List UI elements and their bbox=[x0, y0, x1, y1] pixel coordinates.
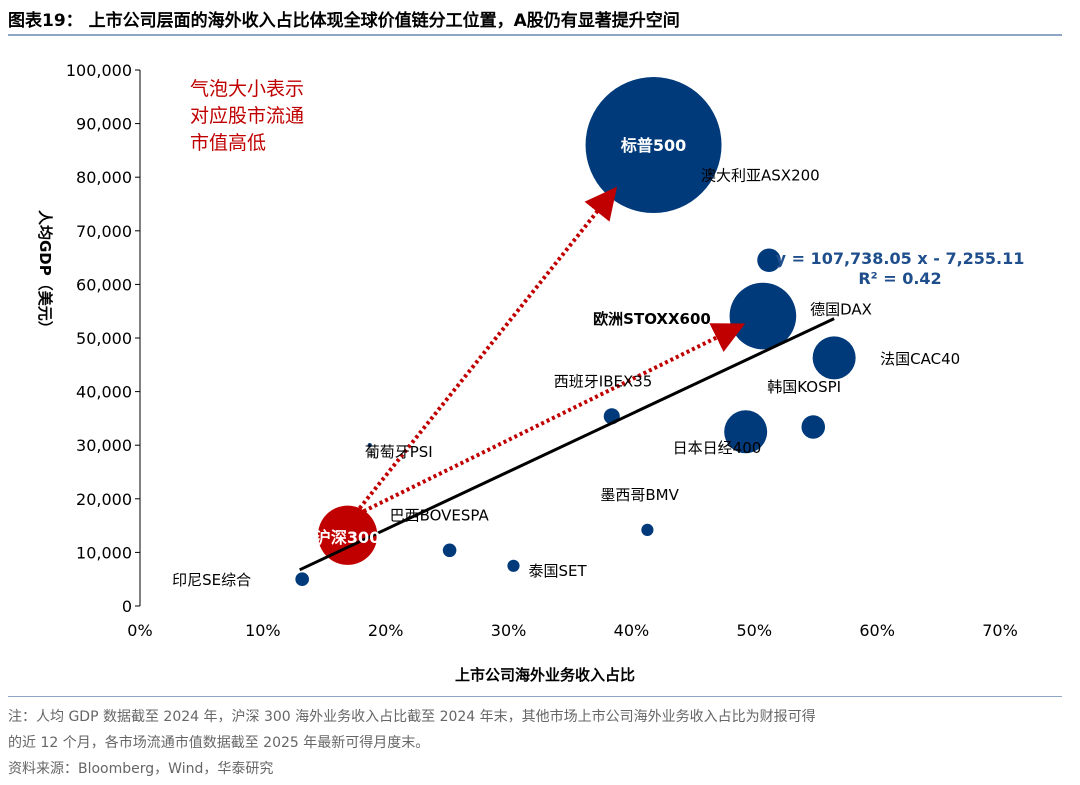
bubble-label: 欧洲STOXX600 bbox=[593, 310, 711, 328]
y-tick-label: 80,000 bbox=[76, 168, 132, 187]
x-tick-label: 60% bbox=[859, 621, 895, 640]
y-tick-label: 10,000 bbox=[76, 543, 132, 562]
title-rule bbox=[8, 34, 1062, 36]
source-note: 资料来源：Bloomberg，Wind，华泰研究 bbox=[8, 761, 274, 777]
y-tick-label: 0 bbox=[122, 597, 132, 616]
bubble-label: 泰国SET bbox=[528, 562, 587, 580]
footnote-2: 的近 12 个月，各市场流通市值数据截至 2025 年最新可得月度末。 bbox=[8, 735, 430, 751]
bubble-point bbox=[757, 248, 781, 273]
y-tick-label: 90,000 bbox=[76, 115, 132, 134]
y-axis-label: 人均GDP（美元） bbox=[36, 210, 54, 336]
bubble-label: 法国CAC40 bbox=[880, 350, 960, 368]
bubble-label: 西班牙IBEX35 bbox=[554, 372, 653, 390]
bubble-label: 澳大利亚ASX200 bbox=[701, 166, 820, 184]
x-tick-label: 20% bbox=[368, 621, 404, 640]
bubble-point bbox=[367, 443, 372, 448]
bubble-label: 巴西BOVESPA bbox=[390, 506, 490, 524]
bubble-label: 沪深300 bbox=[315, 528, 380, 547]
bubble-size-annotation: 市值高低 bbox=[190, 132, 266, 154]
trend-equation: y = 107,738.05 x - 7,255.11 bbox=[776, 249, 1025, 268]
bubble-point bbox=[585, 77, 722, 214]
bubble-chart: 0 10,000 20,000 30,000 40,000 50,000 60,000 70,… bbox=[36, 61, 1025, 684]
x-tick-label: 40% bbox=[614, 621, 650, 640]
y-tick-label: 40,000 bbox=[76, 383, 132, 402]
trend-line bbox=[299, 317, 835, 572]
bubble-point bbox=[295, 572, 309, 586]
bubble-point bbox=[801, 415, 826, 439]
bubble-point bbox=[507, 559, 520, 572]
y-tick-label: 30,000 bbox=[76, 436, 132, 455]
x-tick-label: 0% bbox=[127, 621, 152, 640]
footer-rule bbox=[8, 696, 1062, 697]
bubble-label: 韩国KOSPI bbox=[767, 378, 841, 396]
bubble-point bbox=[442, 543, 457, 558]
bubble-point bbox=[317, 505, 378, 565]
bubble-label: 葡萄牙PSI bbox=[365, 443, 433, 461]
bubble-label: 墨西哥BMV bbox=[600, 486, 679, 504]
y-tick-label: 60,000 bbox=[76, 275, 132, 294]
x-tick-label: 30% bbox=[491, 621, 527, 640]
x-tick-label: 70% bbox=[982, 621, 1018, 640]
bubble-size-annotation: 对应股市流通 bbox=[190, 105, 304, 127]
y-tick-label: 20,000 bbox=[76, 490, 132, 509]
y-tick-label: 70,000 bbox=[76, 222, 132, 241]
footnote-1: 注：人均 GDP 数据截至 2024 年，沪深 300 海外业务收入占比截至 2… bbox=[8, 709, 816, 725]
arrow-to-stoxx600 bbox=[362, 323, 746, 514]
bubble-label: 德国DAX bbox=[810, 301, 872, 319]
figure-title: 图表19： 上市公司层面的海外收入占比体现全球价值链分工位置，A股仍有显著提升空… bbox=[8, 11, 680, 31]
bubble-point bbox=[724, 410, 768, 454]
bubble-label: 印尼SE综合 bbox=[172, 571, 251, 589]
y-tick-label: 100,000 bbox=[66, 61, 132, 80]
bubble-point bbox=[641, 523, 654, 536]
bubble-size-annotation: 气泡大小表示 bbox=[190, 78, 304, 100]
x-axis-label: 上市公司海外业务收入占比 bbox=[455, 666, 635, 684]
y-tick-label: 50,000 bbox=[76, 329, 132, 348]
arrow-to-sp500 bbox=[358, 186, 617, 510]
trend-r-squared: R² = 0.42 bbox=[858, 269, 941, 288]
x-tick-label: 50% bbox=[737, 621, 773, 640]
x-tick-label: 10% bbox=[245, 621, 281, 640]
bubble-label: 日本日经400 bbox=[673, 439, 762, 457]
bubble-point bbox=[754, 306, 774, 327]
bubble-label: 标普500 bbox=[620, 136, 686, 155]
bubble-point bbox=[812, 336, 856, 380]
